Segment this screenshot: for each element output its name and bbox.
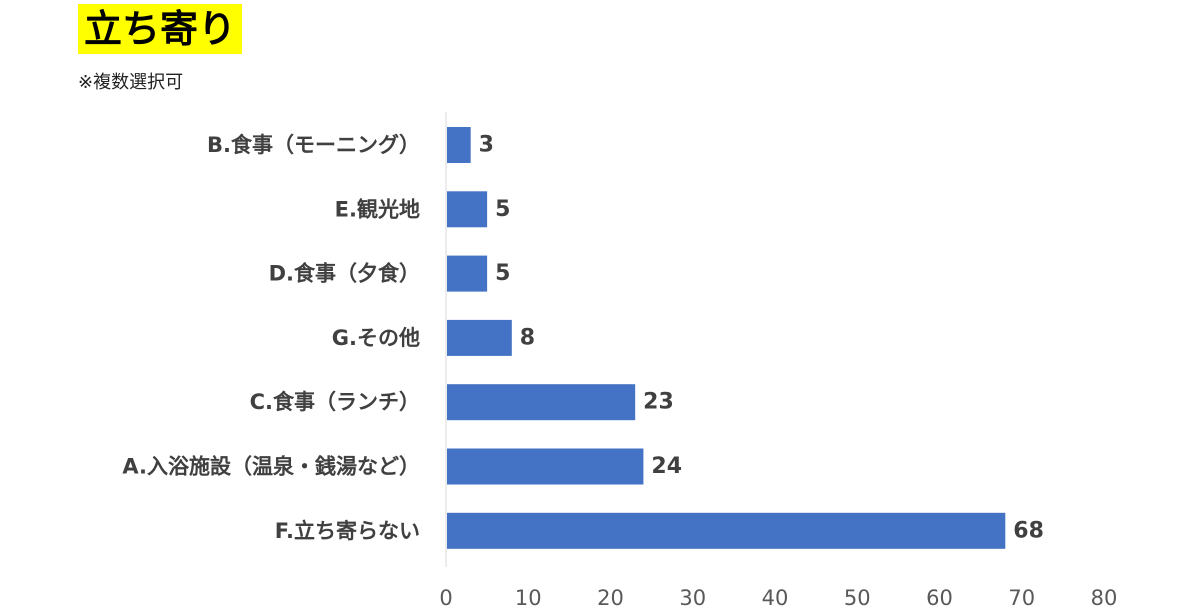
bar bbox=[447, 512, 1006, 549]
bar bbox=[447, 384, 636, 421]
bar bbox=[447, 191, 488, 228]
data-label: 5 bbox=[495, 261, 510, 286]
category-label: C.食事（ランチ） bbox=[250, 390, 420, 414]
x-tick-label: 70 bbox=[1008, 586, 1035, 610]
x-tick-label: 60 bbox=[926, 586, 953, 610]
chart-subtitle: ※複数選択可 bbox=[78, 72, 184, 93]
x-tick-label: 80 bbox=[1091, 586, 1118, 610]
data-label: 24 bbox=[651, 454, 682, 479]
x-tick-label: 30 bbox=[679, 586, 706, 610]
bar bbox=[447, 255, 488, 292]
data-label: 3 bbox=[479, 133, 494, 158]
data-label: 8 bbox=[520, 325, 535, 350]
chart-title: 立ち寄り bbox=[78, 4, 243, 54]
data-label: 23 bbox=[643, 390, 674, 415]
category-label: D.食事（夕食） bbox=[269, 262, 420, 286]
data-label: 68 bbox=[1013, 518, 1044, 543]
category-label: E.観光地 bbox=[335, 197, 420, 221]
x-tick-label: 20 bbox=[597, 586, 624, 610]
category-label: F.立ち寄らない bbox=[275, 519, 420, 543]
x-tick-label: 10 bbox=[515, 586, 542, 610]
data-label: 5 bbox=[495, 197, 510, 222]
category-label: G.その他 bbox=[332, 326, 420, 350]
category-label: A.入浴施設（温泉・銭湯など） bbox=[122, 455, 420, 479]
x-tick-label: 40 bbox=[762, 586, 789, 610]
bar bbox=[447, 448, 644, 485]
x-tick-label: 50 bbox=[844, 586, 871, 610]
bar bbox=[447, 319, 512, 356]
x-tick-label: 0 bbox=[439, 586, 452, 610]
category-label: B.食事（モーニング） bbox=[207, 133, 420, 157]
bar bbox=[447, 127, 471, 163]
